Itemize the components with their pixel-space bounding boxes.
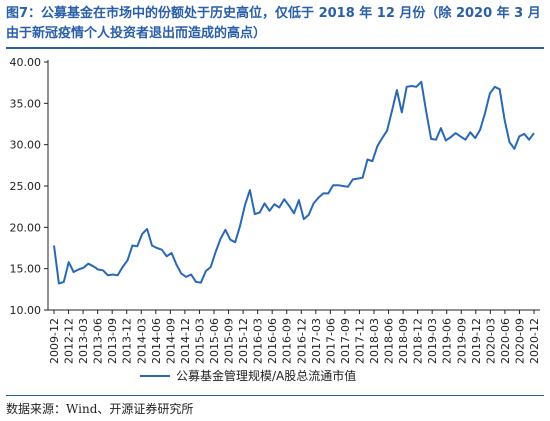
x-tick-label: 2016-06	[266, 318, 279, 364]
figure-title: 图7：公募基金在市场中的份额处于历史高位，仅低于 2018 年 12 月份（除 …	[6, 6, 541, 41]
y-axis-ticks: 10.00 15.00 20.00 25.00 30.00 35.00 40.00	[10, 56, 48, 317]
x-tick-label: 2014-03	[135, 318, 148, 364]
y-tick-label: 30.00	[10, 139, 42, 152]
x-tick-label: 2016-09	[281, 318, 294, 364]
series-line	[53, 80, 535, 285]
x-axis-ticks: 2009-12 2012-12 2013-03 2013-06 2013-09 2013-…	[48, 310, 541, 364]
x-tick-label: 2019-09	[455, 318, 468, 364]
y-tick-label: 40.00	[10, 56, 42, 69]
x-tick-label: 2012-12	[63, 318, 76, 364]
x-tick-label: 2013-12	[121, 318, 134, 364]
x-tick-label: 2017-09	[339, 318, 352, 364]
x-tick-label: 2018-12	[412, 318, 425, 364]
y-tick-label: 15.00	[10, 263, 42, 276]
x-tick-label: 2019-12	[470, 318, 483, 364]
x-tick-label: 2014-09	[164, 318, 177, 364]
chart-axes	[47, 60, 540, 311]
x-tick-label: 2014-06	[150, 318, 163, 364]
x-tick-label: 2016-03	[252, 318, 265, 364]
x-tick-label: 2015-06	[208, 318, 221, 364]
x-tick-label: 2013-09	[106, 318, 119, 364]
x-tick-label: 2018-09	[397, 318, 410, 364]
x-tick-label: 2016-12	[295, 318, 308, 364]
y-tick-label: 35.00	[10, 97, 42, 110]
x-tick-label: 2020-06	[499, 318, 512, 364]
x-tick-label: 2009-12	[48, 318, 61, 364]
series-points	[53, 81, 535, 285]
title-divider	[6, 47, 544, 49]
x-tick-label: 2013-03	[77, 318, 90, 364]
x-tick-label: 2020-12	[528, 318, 541, 364]
x-tick-label: 2014-12	[179, 318, 192, 364]
x-tick-label: 2015-03	[193, 318, 206, 364]
x-tick-label: 2018-03	[368, 318, 381, 364]
x-tick-label: 2015-09	[223, 318, 236, 364]
legend-label: 公募基金管理规模/A股总流通市值	[176, 368, 356, 383]
x-tick-label: 2019-06	[441, 318, 454, 364]
x-tick-label: 2017-03	[310, 318, 323, 364]
x-tick-label: 2019-03	[426, 318, 439, 364]
x-tick-label: 2015-12	[237, 318, 250, 364]
x-tick-label: 2013-06	[92, 318, 105, 364]
x-tick-label: 2018-06	[383, 318, 396, 364]
y-tick-label: 10.00	[10, 304, 42, 317]
x-tick-label: 2020-09	[513, 318, 526, 364]
x-tick-label: 2017-12	[353, 318, 366, 364]
x-tick-label: 2017-06	[324, 318, 337, 364]
x-tick-label: 2020-03	[484, 318, 497, 364]
legend: 公募基金管理规模/A股总流通市值	[140, 368, 356, 383]
footer-divider	[6, 395, 544, 396]
source-note: 数据来源：Wind、开源证券研究所	[6, 402, 194, 416]
y-tick-label: 25.00	[10, 180, 42, 193]
y-tick-label: 20.00	[10, 221, 42, 234]
